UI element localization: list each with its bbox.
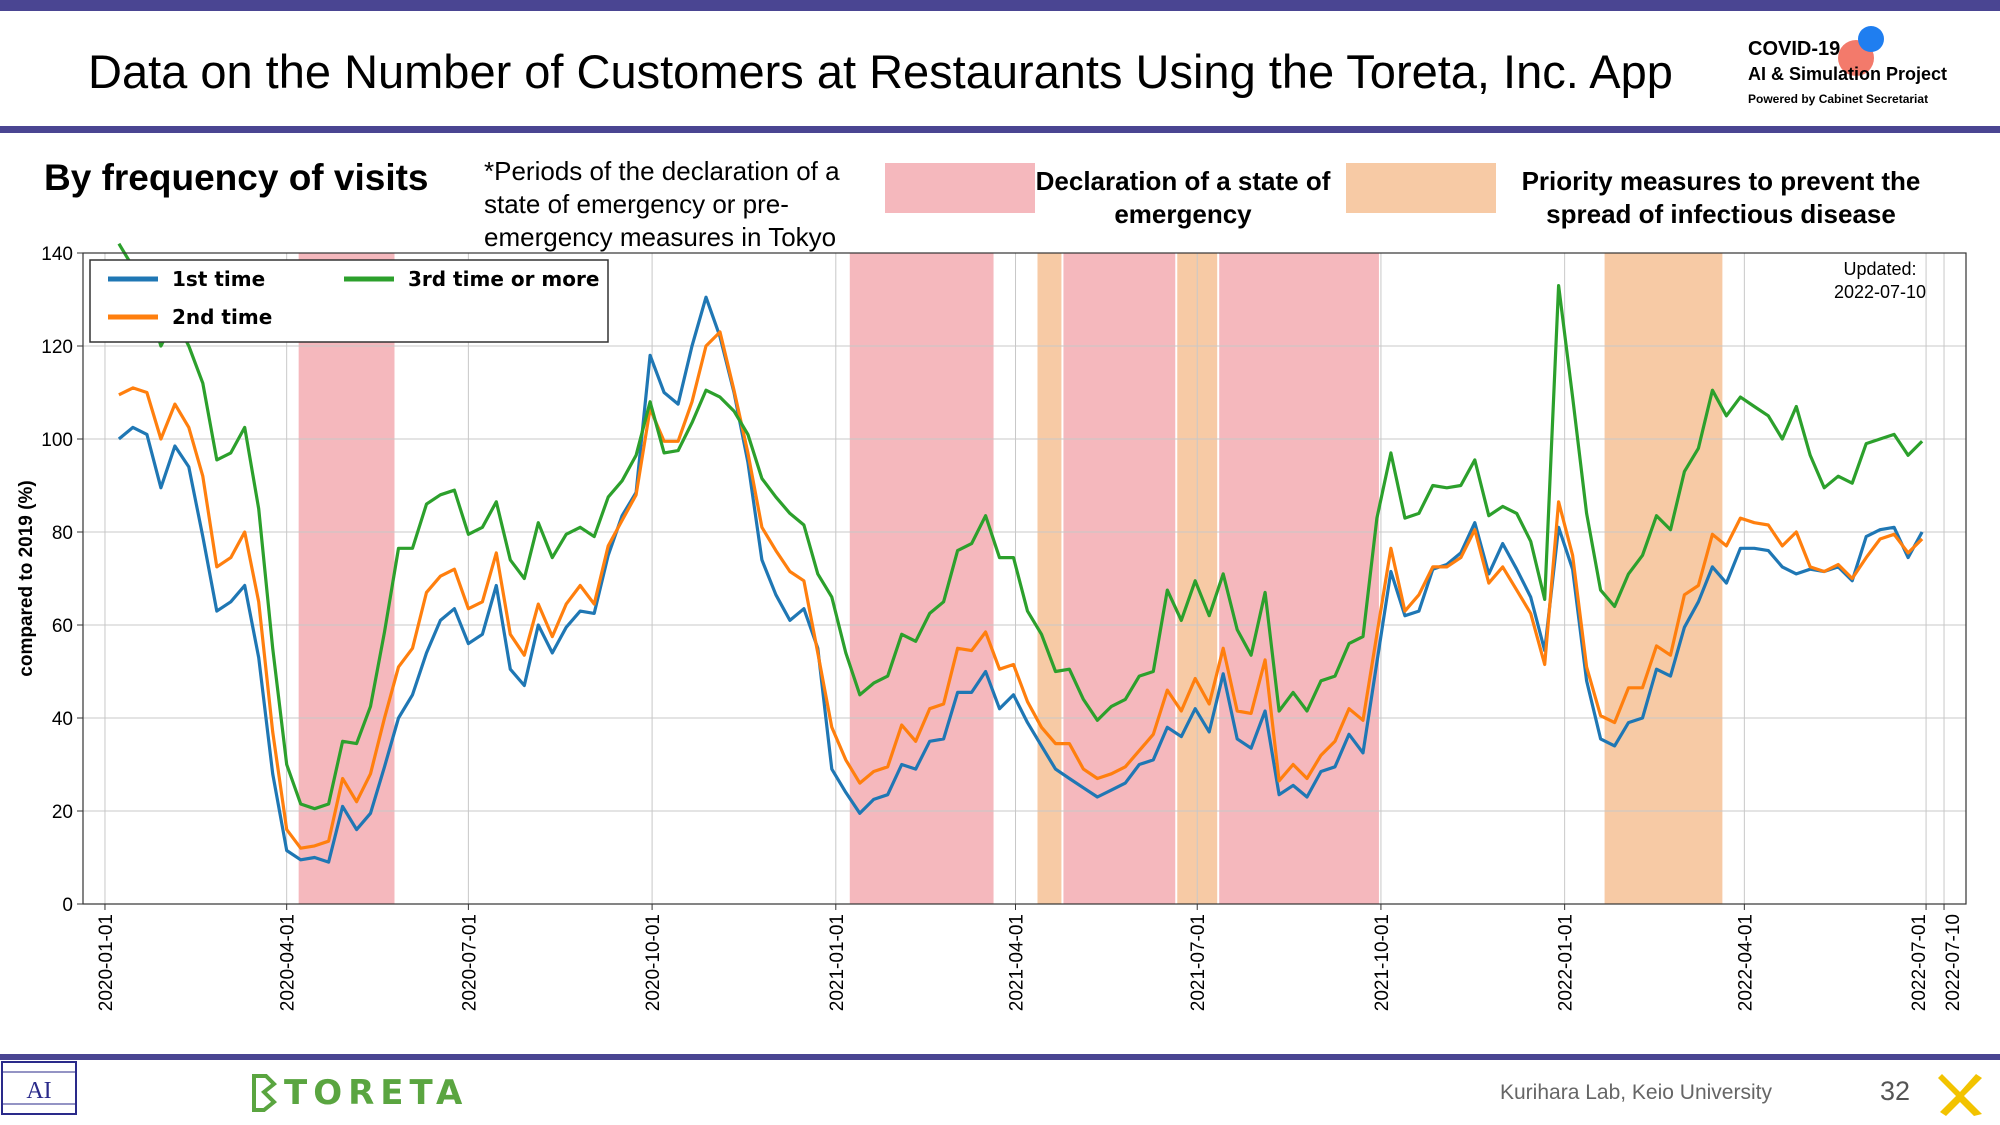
x-tick-label: 2022-07-10 (1943, 914, 1964, 1011)
y-axis-label: compared to 2019 (%) (16, 480, 37, 676)
plot-frame (82, 252, 1967, 905)
y-tick-label: 140 (41, 244, 73, 265)
bands-layer (298, 253, 1723, 904)
x-tick-label: 2020-04-01 (278, 914, 299, 1011)
page-number: 32 (1880, 1076, 1911, 1106)
title-divider (0, 126, 2000, 133)
emergency-band-3 (1063, 253, 1176, 904)
ai-logo-text: AI (26, 1078, 51, 1104)
series-layer (117, 242, 1924, 864)
top-bar (0, 0, 2000, 11)
x-tick-label: 2020-10-01 (643, 914, 664, 1011)
x-tick-label: 2021-07-01 (1188, 914, 1209, 1011)
series-line-2 (118, 330, 1924, 850)
emergency-band-0 (298, 253, 395, 904)
priority-band-6 (1604, 253, 1723, 904)
x-mark-logo (1938, 1074, 1982, 1116)
toreta-brand: TORETA (284, 1073, 469, 1113)
priority-band-2 (1037, 253, 1062, 904)
legend-box (89, 259, 609, 343)
axes-layer: 0 20 40 60 80 100 120 140 2020-01-01 2020-04-01 20… (16, 244, 1967, 1011)
toreta-logo: TORETA (248, 1068, 468, 1118)
y-tick-label: 100 (41, 430, 73, 451)
legend-label-3: 2nd time (172, 305, 272, 329)
x-tick-label: 2022-01-01 (1556, 914, 1577, 1011)
covid-logo-line2: AI & Simulation Project (1748, 64, 1948, 84)
slide-title: Data on the Number of Customers at Resta… (88, 45, 1673, 98)
x-tick-label: 2020-01-01 (96, 914, 117, 1011)
legend-label-1: 1st time (172, 267, 265, 291)
y-tick-label: 120 (41, 337, 73, 358)
legend-label-2: 3rd time or more (408, 267, 599, 291)
x-tick-label: 2021-01-01 (827, 914, 848, 1011)
series-line-3 (117, 242, 1924, 811)
line-chart: 0 20 40 60 80 100 120 140 2020-01-01 2020-04-01 20… (16, 242, 1967, 1011)
emergency-band-5 (1219, 253, 1379, 904)
updated-date: 2022-07-10 (1834, 282, 1926, 302)
y-tick-label: 80 (52, 523, 73, 544)
x-tick-label: 2021-10-01 (1372, 914, 1393, 1011)
covid-logo-line3: Powered by Cabinet Secretariat (1748, 92, 1929, 106)
covid-project-logo: COVID-19 AI & Simulation Project Powered… (1744, 26, 1984, 116)
priority-legend-label: Priority measures to prevent the spread … (1521, 166, 1921, 229)
x-tick-label: 2022-04-01 (1735, 914, 1756, 1011)
y-tick-label: 20 (52, 802, 73, 823)
x-tick-label: 2021-04-01 (1007, 914, 1028, 1011)
priority-swatch (1346, 163, 1496, 213)
bottom-bar (0, 1054, 2000, 1060)
logo-blue-dot (1858, 26, 1884, 52)
series-line-1 (117, 295, 1924, 864)
x-tick-label: 2020-07-01 (459, 914, 480, 1011)
slide-subtitle: By frequency of visits (44, 157, 429, 198)
toreta-mark-icon (252, 1074, 277, 1112)
chart-legend: 1st time 3rd time or more 2nd time (89, 259, 609, 343)
x-tick-label: 2022-07-01 (1909, 914, 1930, 1011)
ai-lab-logo: AI (1, 1061, 77, 1115)
emergency-band-1 (849, 253, 994, 904)
period-note: *Periods of the declaration of a state o… (484, 156, 840, 252)
emergency-swatch (885, 163, 1035, 213)
y-tick-label: 60 (52, 616, 73, 637)
y-tick-label: 0 (62, 895, 73, 916)
emergency-legend-label: Declaration of a state of emergency (1035, 166, 1331, 229)
updated-label: Updated: (1843, 259, 1916, 279)
lab-credit: Kurihara Lab, Keio University (1500, 1081, 1772, 1104)
y-tick-label: 40 (52, 709, 73, 730)
covid-logo-line1: COVID-19 (1748, 38, 1841, 60)
